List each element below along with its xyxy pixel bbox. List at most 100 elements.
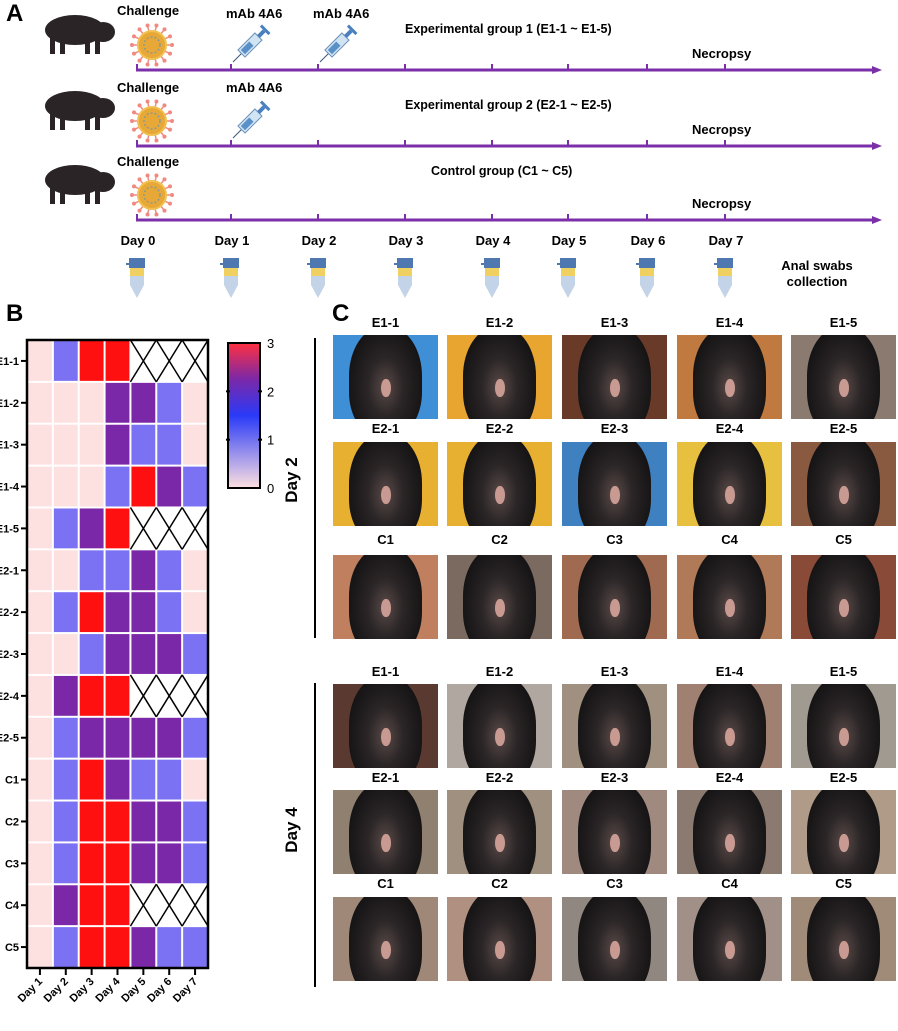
heatmap-cell [105, 927, 130, 967]
heatmap-cell-missing [155, 883, 183, 927]
column-label: Day 5 [119, 976, 148, 1005]
heatmap-cell [28, 885, 52, 926]
heatmap-cell [131, 843, 156, 884]
anal-region [495, 378, 505, 398]
specimen-photo [333, 335, 438, 419]
pig-icon [45, 91, 115, 130]
swab-tube-icon [394, 258, 413, 298]
row-label: E2-2 [0, 607, 19, 619]
heatmap-cell [79, 927, 104, 967]
specimen-photo [447, 790, 552, 874]
heatmap-cell [183, 550, 207, 591]
column-label: Day 6 [145, 976, 174, 1005]
heatmap-cell [183, 592, 207, 633]
specimen-photo [447, 897, 552, 981]
specimen-photo [562, 335, 667, 419]
specimen-photo [447, 555, 552, 639]
syringe-icon [232, 24, 271, 63]
heatmap-chart: E1-1 E1-2 E1-3 E1-4 E1-5 E2-1 E2-2 E2-3 E2-4 E2-5… [0, 336, 274, 1005]
swab-tube-icon [220, 258, 239, 298]
heatmap-cell [157, 550, 182, 591]
photo-title: C5 [835, 876, 852, 891]
anal-region [839, 940, 849, 960]
anal-region [839, 727, 849, 747]
heatmap-cell [105, 885, 130, 926]
pig-hindquarters [806, 335, 881, 419]
photo-title: E2-5 [829, 421, 858, 436]
syringe-icon [319, 24, 358, 63]
anal-region [610, 485, 620, 505]
row-label: E2-4 [0, 691, 20, 703]
photo-title: E2-1 [371, 421, 400, 436]
photo-title: E1-1 [371, 664, 400, 679]
photo-title: E1-2 [485, 315, 514, 330]
arrow-head-icon [872, 66, 882, 74]
specimen-photo [333, 897, 438, 981]
heatmap-cell [157, 424, 182, 465]
pig-hindquarters [577, 790, 652, 874]
section-day-label: Day 4 [282, 807, 301, 853]
heatmap-cell [53, 466, 78, 507]
heatmap-cell [105, 675, 130, 716]
day-label: Day 5 [551, 233, 587, 248]
photo-title: C1 [377, 532, 394, 547]
photo-title: E2-2 [485, 421, 514, 436]
heatmap-cell [28, 550, 52, 591]
pig-hindquarters [692, 790, 767, 874]
swab-tube-icon [714, 258, 733, 298]
day-label: Day 4 [475, 233, 511, 248]
mab-label: mAb 4A6 [226, 6, 283, 21]
specimen-photo [791, 897, 896, 981]
challenge-label: Challenge [117, 3, 180, 18]
heatmap-cell [79, 634, 104, 674]
heatmap-cell [183, 382, 207, 423]
heatmap-cell [28, 759, 52, 800]
heatmap-cell [28, 717, 52, 758]
row-label: E2-3 [0, 649, 19, 661]
anal-region [610, 378, 620, 398]
photo-title: E2-5 [829, 770, 858, 785]
heatmap-cell-missing [155, 339, 183, 383]
anal-region [725, 833, 735, 853]
heatmap-cell [131, 466, 156, 507]
photo-title: C4 [721, 532, 738, 547]
anal-region [610, 598, 620, 618]
heatmap-cell-missing [129, 507, 157, 550]
heatmap-cell [105, 592, 130, 633]
anal-region [495, 727, 505, 747]
specimen-photo [447, 335, 552, 419]
pig-hindquarters [348, 555, 423, 639]
photo-title: C3 [606, 532, 623, 547]
anal-region [610, 833, 620, 853]
photo-title: E1-5 [829, 315, 858, 330]
pig-hindquarters [462, 442, 537, 526]
heatmap-cell [28, 927, 52, 967]
section-divider [314, 683, 316, 987]
anal-region [495, 833, 505, 853]
pig-hindquarters [577, 555, 652, 639]
necropsy-label: Necropsy [692, 196, 752, 211]
specimen-photo [677, 555, 782, 639]
heatmap-cell [79, 759, 104, 800]
anal-region [839, 485, 849, 505]
heatmap-cell [79, 341, 104, 381]
arrow-head-icon [872, 142, 882, 150]
heatmap-cell [53, 927, 78, 967]
anal-region [495, 485, 505, 505]
swab-tube-icon [126, 258, 145, 298]
virus-icon [130, 173, 174, 217]
heatmap-cell [53, 759, 78, 800]
pig-icon [45, 165, 115, 204]
pig-hindquarters [692, 897, 767, 981]
pig-hindquarters [348, 442, 423, 526]
specimen-photo [562, 442, 667, 526]
heatmap-cell [28, 843, 52, 884]
heatmap-cell [53, 508, 78, 549]
heatmap-cell [183, 843, 207, 884]
heatmap-cell [53, 424, 78, 465]
pig-hindquarters [348, 335, 423, 419]
heatmap-cell-missing [155, 674, 183, 718]
heatmap-cell [53, 341, 78, 381]
row-label: C1 [5, 775, 19, 787]
